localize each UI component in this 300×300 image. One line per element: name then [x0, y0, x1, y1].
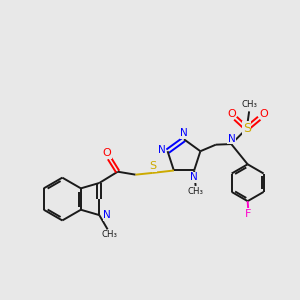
Text: F: F: [245, 208, 251, 219]
Text: CH₃: CH₃: [188, 187, 204, 196]
Text: N: N: [180, 128, 188, 138]
Text: N: N: [158, 145, 166, 155]
Text: N: N: [228, 134, 236, 144]
Text: CH₃: CH₃: [102, 230, 118, 239]
Text: N: N: [190, 172, 198, 182]
Text: O: O: [259, 109, 268, 119]
Text: O: O: [102, 148, 111, 158]
Text: S: S: [243, 122, 251, 135]
Text: N: N: [103, 210, 111, 220]
Text: CH₃: CH₃: [241, 100, 257, 109]
Text: S: S: [149, 161, 157, 171]
Text: O: O: [227, 109, 236, 119]
